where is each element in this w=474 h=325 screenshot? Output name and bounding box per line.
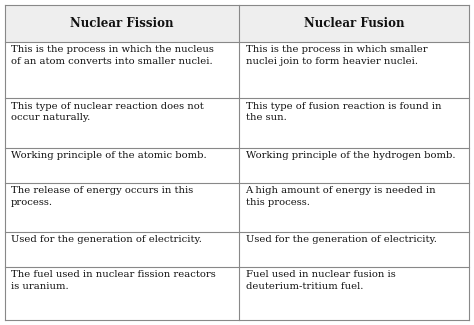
Bar xyxy=(5,232,239,267)
Bar xyxy=(5,42,239,98)
Bar xyxy=(239,148,469,183)
Text: Working principle of the atomic bomb.: Working principle of the atomic bomb. xyxy=(11,151,207,160)
Text: This is the process in which the nucleus
of an atom converts into smaller nuclei: This is the process in which the nucleus… xyxy=(11,45,214,66)
Text: A high amount of energy is needed in
this process.: A high amount of energy is needed in thi… xyxy=(246,186,436,207)
Text: Used for the generation of electricity.: Used for the generation of electricity. xyxy=(11,235,202,244)
Bar xyxy=(5,267,239,320)
Text: Working principle of the hydrogen bomb.: Working principle of the hydrogen bomb. xyxy=(246,151,455,160)
Text: This type of nuclear reaction does not
occur naturally.: This type of nuclear reaction does not o… xyxy=(11,102,204,123)
Bar xyxy=(5,148,239,183)
Bar xyxy=(5,5,239,42)
Bar xyxy=(5,183,239,232)
Text: Nuclear Fusion: Nuclear Fusion xyxy=(304,17,405,30)
Bar xyxy=(239,232,469,267)
Bar xyxy=(239,183,469,232)
Bar xyxy=(239,42,469,98)
Text: Fuel used in nuclear fusion is
deuterium-tritium fuel.: Fuel used in nuclear fusion is deuterium… xyxy=(246,270,395,291)
Text: The fuel used in nuclear fission reactors
is uranium.: The fuel used in nuclear fission reactor… xyxy=(11,270,216,291)
Text: This is the process in which smaller
nuclei join to form heavier nuclei.: This is the process in which smaller nuc… xyxy=(246,45,427,66)
Bar xyxy=(239,267,469,320)
Text: Used for the generation of electricity.: Used for the generation of electricity. xyxy=(246,235,437,244)
Bar xyxy=(239,5,469,42)
Bar xyxy=(5,98,239,148)
Text: This type of fusion reaction is found in
the sun.: This type of fusion reaction is found in… xyxy=(246,102,441,123)
Text: Nuclear Fission: Nuclear Fission xyxy=(70,17,174,30)
Bar xyxy=(239,98,469,148)
Text: The release of energy occurs in this
process.: The release of energy occurs in this pro… xyxy=(11,186,193,207)
